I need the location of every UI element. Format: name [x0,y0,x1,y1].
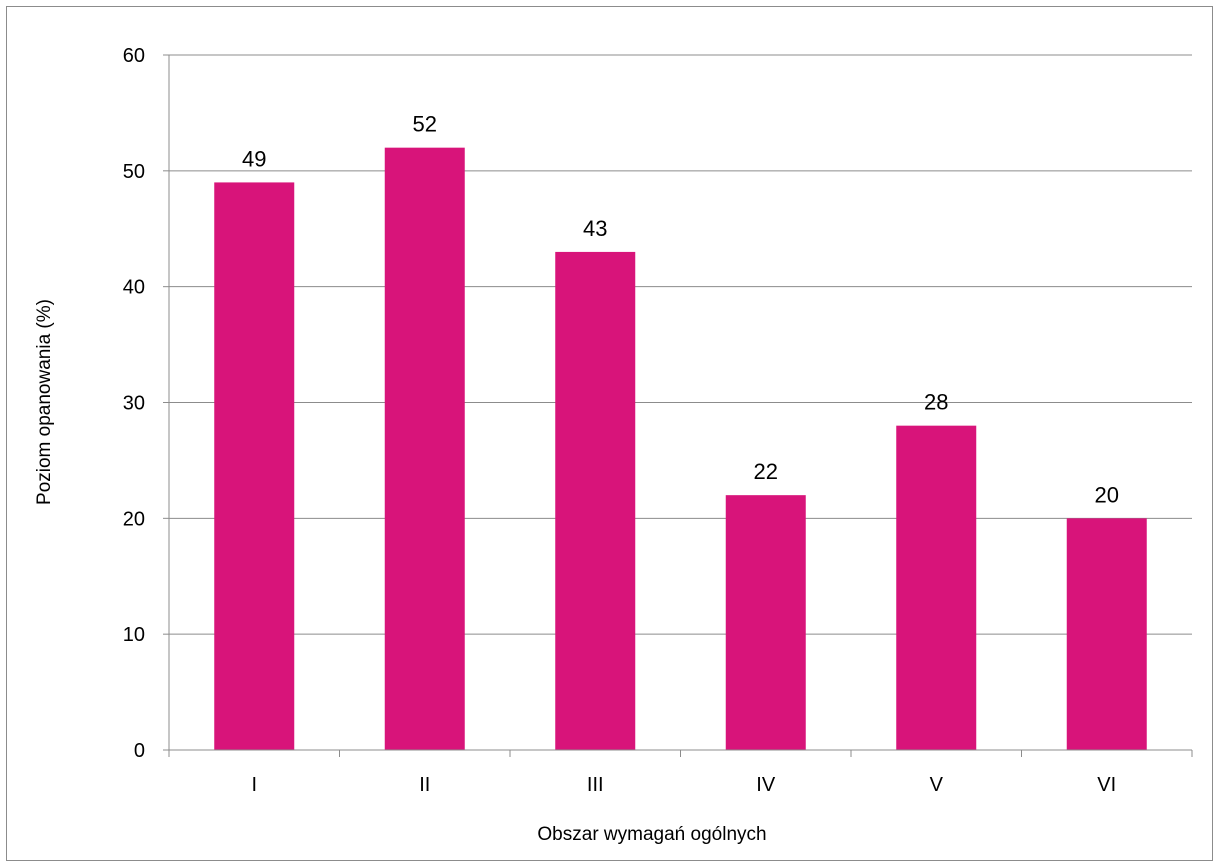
gridlines [169,54,1192,635]
labels: 0 10 20 30 40 50 60 49 I 52 II 43 III 22 IV 28 V 20 VI [123,45,1119,796]
x-tick-label: IV [756,774,776,796]
x-tick-label: VI [1097,774,1116,796]
y-tick-label: 30 [123,393,145,415]
data-label: 43 [583,216,607,241]
bar-II [384,147,465,750]
x-tick-label: I [251,774,257,796]
y-tick-label: 0 [134,740,145,762]
y-tick-label: 10 [123,624,145,646]
data-label: 52 [413,112,437,137]
axes [163,54,1193,757]
bar-III [555,251,636,750]
x-axis-title: Obszar wymagań ogólnych [537,824,766,845]
bar-VI [1066,518,1147,750]
bar-IV [725,495,806,750]
x-tick-label: II [419,774,430,796]
bar-I [214,182,295,750]
x-tick-label: V [930,774,944,796]
y-tick-label: 40 [123,277,145,299]
data-label: 20 [1095,482,1119,507]
data-label: 49 [242,146,266,171]
y-axis-title: Poziom opanowania (%) [34,299,55,505]
y-tick-label: 60 [123,45,145,67]
data-label: 22 [754,459,778,484]
bar-V [896,425,977,750]
data-label: 28 [924,390,948,415]
y-tick-label: 50 [123,161,145,183]
bars [214,147,1147,750]
x-tick-label: III [587,774,604,796]
y-tick-label: 20 [123,508,145,530]
